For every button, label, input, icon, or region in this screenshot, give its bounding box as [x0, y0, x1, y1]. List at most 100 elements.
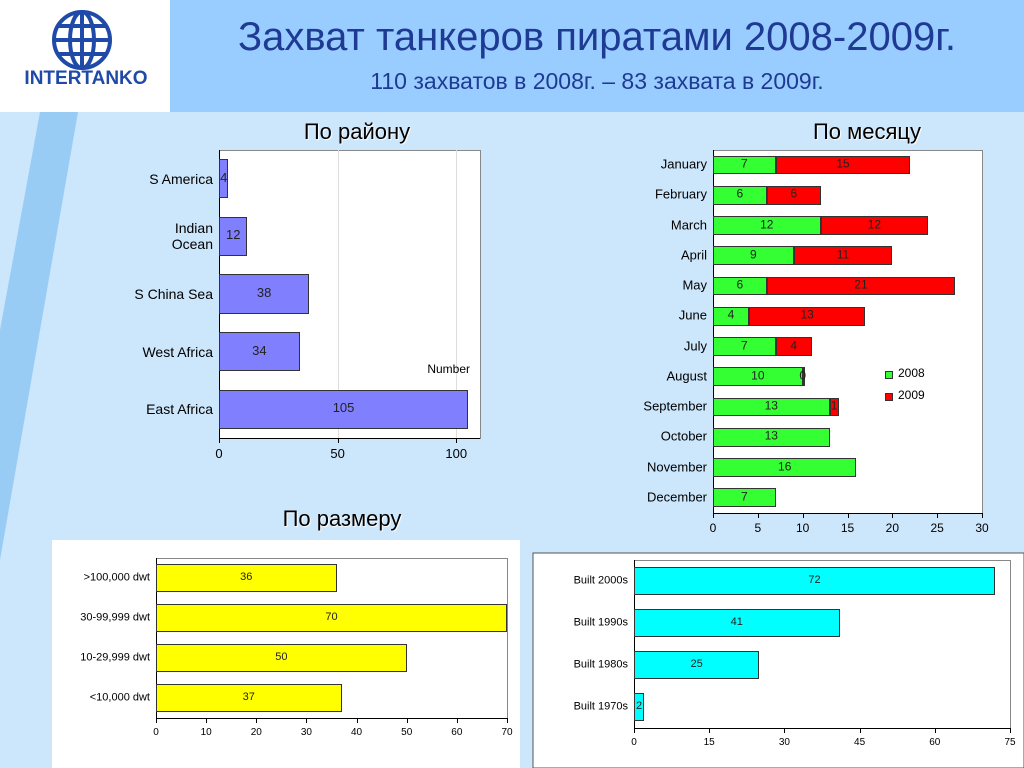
value-label: 13	[764, 428, 778, 443]
tick-mark	[713, 513, 714, 518]
tick-mark	[206, 718, 208, 723]
y-tick-label: March	[670, 217, 707, 233]
bar	[634, 608, 840, 638]
bar	[156, 564, 337, 592]
title: Захват танкеров пиратами 2008-2009г.	[237, 15, 957, 59]
bar	[219, 332, 300, 372]
value-label: 38	[256, 284, 272, 300]
x-tick-label: 25	[930, 521, 944, 535]
y-tick-label: August	[666, 368, 707, 384]
bar	[775, 155, 911, 175]
tick-mark	[709, 728, 711, 733]
bar	[219, 159, 229, 199]
axis-line	[713, 513, 982, 514]
value-label: 70	[325, 611, 338, 624]
y-tick-label: S America	[149, 170, 213, 187]
axis-line	[156, 558, 157, 718]
value-label: 9	[750, 247, 757, 262]
bar	[802, 367, 805, 387]
bar	[766, 185, 821, 205]
logo-text: INTERTANKO	[24, 68, 148, 89]
stripe	[0, 112, 78, 560]
tick-mark	[757, 513, 759, 518]
x-tick-label: 50	[401, 727, 413, 738]
value-label: 6	[736, 186, 744, 201]
tick-mark	[456, 438, 458, 443]
x-tick-label: 15	[840, 521, 855, 535]
value-label: 12	[867, 217, 882, 232]
x-tick-label: 10	[200, 727, 212, 738]
y-tick-label: June	[678, 307, 707, 323]
x-tick-label: 20	[885, 521, 899, 535]
value-label: 13	[800, 307, 814, 322]
y-tick-label: October	[660, 428, 707, 444]
x-tick-label: 70	[501, 727, 513, 738]
bar	[713, 367, 803, 387]
value-label: 4	[727, 307, 735, 322]
value-label: 6	[790, 186, 798, 201]
bar	[634, 566, 995, 596]
tick-mark	[507, 718, 508, 723]
value-label: 37	[242, 691, 255, 704]
grid-line	[456, 150, 458, 438]
tick-mark	[406, 718, 408, 723]
value-label: 11	[836, 247, 850, 262]
tick-mark	[892, 513, 894, 518]
bar	[793, 246, 893, 266]
value-label: 105	[332, 399, 355, 415]
y-tick-label: Built 1990s	[573, 616, 628, 629]
value-label: 1	[830, 398, 838, 413]
y-tick-label: April	[680, 247, 707, 263]
x-tick-label: 100	[445, 446, 468, 461]
value-label: 7	[741, 156, 748, 171]
tick-mark	[156, 718, 157, 723]
y-tick-label: West Africa	[142, 343, 213, 360]
bar	[713, 488, 776, 508]
chart-title: По месяцу	[812, 119, 922, 144]
bar	[713, 427, 830, 447]
value-label: 50	[275, 651, 288, 664]
legend-swatch	[885, 393, 893, 402]
x-tick-label: 60	[451, 727, 463, 738]
bar	[634, 650, 760, 680]
x-tick-label: 0	[215, 446, 223, 461]
tick-mark	[356, 718, 358, 723]
legend-swatch	[885, 371, 893, 380]
x-tick-label: 30	[778, 737, 790, 748]
logo-globe	[52, 10, 112, 70]
tick-mark	[784, 728, 786, 733]
x-tick-label: 0	[631, 737, 637, 748]
axis-line	[219, 438, 480, 439]
axis-line	[634, 728, 1010, 729]
y-tick-label: January	[660, 156, 707, 172]
y-tick-label: Indian Ocean	[171, 220, 213, 253]
value-label: 13	[764, 398, 778, 413]
bar	[713, 397, 830, 417]
y-tick-label: East Africa	[146, 401, 213, 418]
bar	[713, 276, 767, 296]
value-label: 7	[741, 489, 748, 504]
bar	[713, 185, 767, 205]
value-label: 4	[220, 169, 228, 185]
x-tick-label: 0	[153, 727, 159, 738]
value-label: 12	[760, 217, 774, 232]
x-tick-label: 5	[754, 521, 762, 535]
x-tick-label: 15	[703, 737, 715, 748]
value-label: 6	[736, 277, 744, 292]
tick-mark	[337, 438, 339, 443]
y-tick-label: Built 2000s	[573, 574, 628, 587]
x-tick-label: 10	[795, 521, 810, 535]
tick-mark	[456, 718, 458, 723]
value-label: 2	[635, 700, 643, 713]
value-label: 10	[751, 368, 765, 383]
tick-mark	[859, 728, 861, 733]
tick-mark	[934, 728, 936, 733]
y-tick-label: Built 1970s	[573, 700, 628, 713]
bar	[219, 216, 248, 256]
x-tick-label: 45	[854, 737, 866, 748]
y-tick-label: >100,000 dwt	[83, 571, 150, 584]
axis-line	[713, 150, 714, 513]
legend-label: 2009	[898, 388, 925, 403]
value-label: 12	[226, 227, 241, 243]
bar	[156, 604, 507, 632]
